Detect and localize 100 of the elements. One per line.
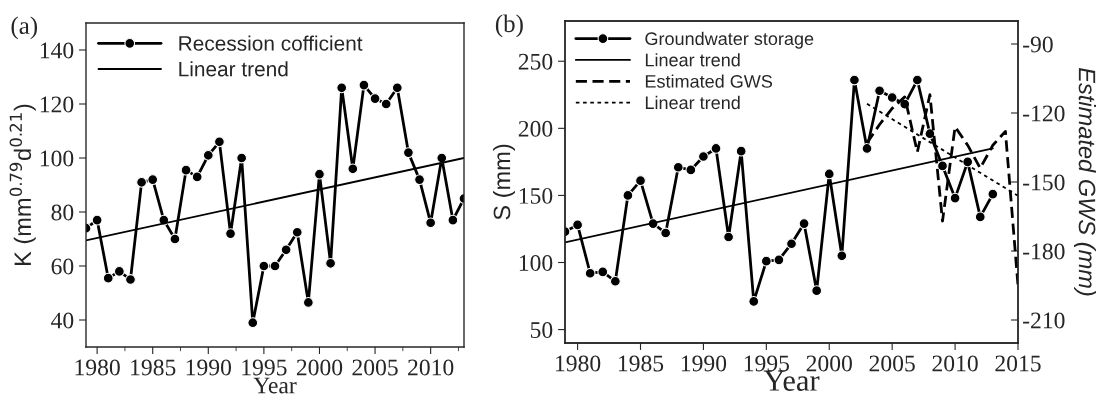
point [169, 233, 181, 245]
x-tick-label: 2005 [352, 359, 398, 376]
y-axis-title: K (mm$^{0.79}$d$^{0.21}$) [9, 104, 36, 265]
y-tick-label: 250 [518, 53, 553, 70]
point [760, 255, 772, 267]
point [609, 275, 621, 287]
point [710, 143, 722, 154]
point [113, 266, 125, 277]
point [403, 147, 414, 158]
point [823, 168, 835, 180]
point [773, 254, 785, 266]
point [622, 190, 634, 201]
point [911, 74, 923, 86]
point [214, 136, 225, 148]
point [314, 168, 325, 180]
y2-tick-label: -90 [1023, 36, 1053, 53]
x-tick-label: 2010 [408, 359, 454, 376]
y-tick-label: 50 [530, 322, 553, 339]
legend-label: Linear trend [645, 53, 740, 67]
y2-tick-label: -150 [1023, 174, 1065, 191]
point [861, 143, 873, 154]
y-axis-title: S (mm) [492, 144, 515, 220]
point [91, 214, 103, 226]
point [974, 211, 986, 223]
x-tick-label: 2005 [869, 355, 915, 372]
x-tick-label: 1985 [131, 359, 176, 376]
point [685, 164, 697, 176]
point [302, 297, 314, 308]
point [924, 128, 936, 140]
point [236, 152, 248, 164]
point [672, 161, 684, 173]
x-tick-label: 1980 [556, 355, 601, 372]
y2-tick-label: -210 [1023, 312, 1065, 329]
legend-label: Recession cofficient [179, 35, 363, 51]
x-tick-label: 1985 [618, 355, 664, 372]
y-tick-label: 100 [40, 150, 74, 167]
point [269, 260, 281, 272]
point [447, 214, 459, 226]
point [136, 176, 147, 188]
legend-label: Linear trend [645, 95, 740, 110]
x-tick-label: 2000 [806, 355, 852, 372]
point [369, 93, 381, 104]
point [391, 82, 403, 94]
point [358, 79, 370, 91]
y-tick-label: 40 [51, 312, 74, 329]
x-tick-label: 1990 [681, 355, 727, 372]
x-tick-label: 1995 [242, 359, 287, 376]
y-tick-label: 60 [51, 258, 74, 275]
y2-axis-title: Estimated GWS (mm) [1074, 67, 1096, 296]
x-tick-label: 1995 [744, 355, 790, 372]
x-axis-title: Year [253, 377, 297, 394]
point [325, 257, 336, 269]
legend-label: Estimated GWS [645, 74, 773, 88]
x-tick-label: 2000 [296, 359, 343, 376]
point [280, 244, 292, 256]
point [874, 85, 885, 97]
y-tick-label: 80 [51, 204, 74, 221]
y2-tick-label: -120 [1023, 105, 1065, 122]
point [937, 160, 948, 172]
y-tick-label: 120 [40, 96, 74, 113]
point [202, 149, 214, 161]
point [347, 163, 359, 175]
point [125, 274, 136, 285]
legend-label: Groundwater storage [645, 31, 814, 49]
point [811, 285, 823, 297]
point [748, 296, 760, 307]
text: (a) [11, 16, 38, 40]
x-tick-label: 1990 [186, 359, 232, 376]
point [849, 74, 860, 86]
point [723, 231, 734, 243]
point [798, 218, 810, 229]
point [336, 82, 348, 94]
point [786, 238, 797, 250]
point [180, 164, 192, 176]
point [597, 266, 609, 278]
y-tick-label: 150 [519, 187, 553, 204]
point [147, 174, 159, 185]
y-tick-label: 100 [519, 254, 553, 271]
point [258, 260, 270, 272]
y2-tick-label: -180 [1023, 243, 1065, 260]
point [572, 219, 583, 231]
x-axis-title: Year [763, 370, 820, 391]
text: (b) [495, 14, 523, 38]
point [414, 174, 425, 185]
x-tick-label: 2010 [932, 355, 978, 372]
y-tick-label: 140 [40, 42, 74, 59]
point [225, 228, 236, 239]
y-tick-label: 200 [518, 120, 553, 137]
point [102, 272, 114, 284]
point [425, 217, 437, 229]
point [949, 192, 961, 204]
point [836, 250, 848, 262]
point [291, 226, 303, 238]
point [660, 227, 672, 239]
point [191, 171, 203, 183]
x-tick-label: 1980 [75, 359, 120, 376]
point [584, 267, 596, 279]
point [247, 317, 259, 329]
point [635, 175, 646, 187]
x-tick-label: 2015 [995, 355, 1041, 372]
